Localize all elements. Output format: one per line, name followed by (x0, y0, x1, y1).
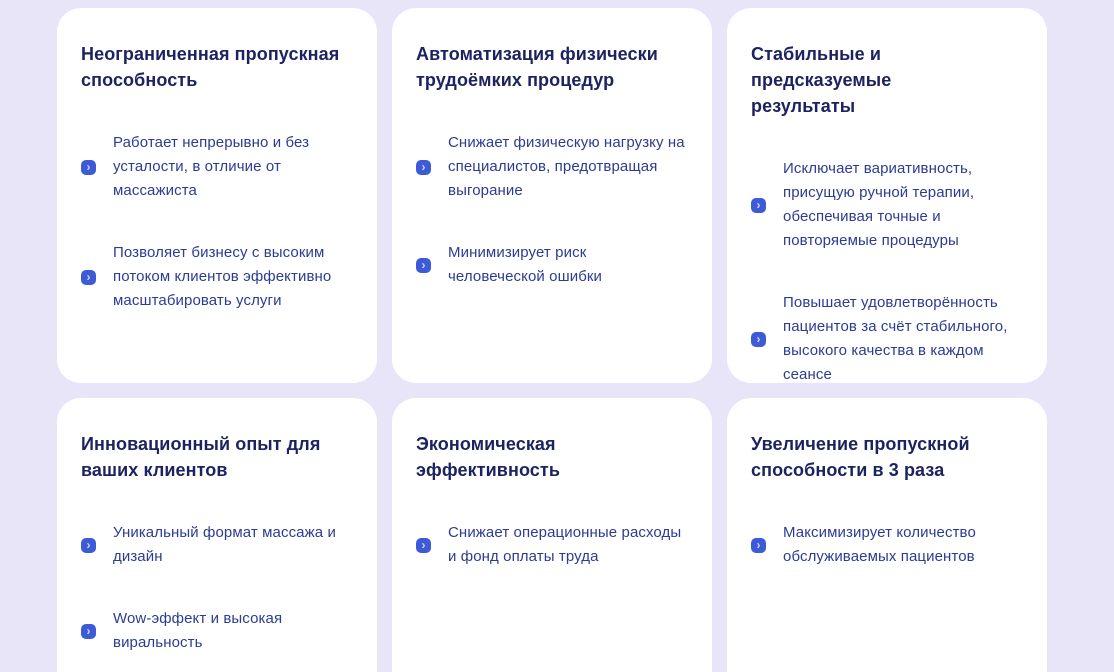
card-title: Увеличение пропускной способности в 3 ра… (751, 434, 970, 480)
benefit-list: › Уникальный формат массажа и дизайн › W… (81, 521, 353, 655)
benefit-list: › Снижает физическую нагрузку на специал… (416, 131, 688, 289)
benefit-card-stable-results: Стабильные и предсказуемые результаты › … (727, 8, 1047, 383)
benefit-item-text: Уникальный формат массажа и дизайн (113, 524, 336, 565)
benefit-item-text: Исключает вариативность, присущую ручной… (783, 160, 975, 249)
benefits-grid: Неограниченная пропускная способность › … (57, 8, 1047, 672)
benefit-item-text: Снижает операционные расходы и фонд опла… (448, 524, 682, 565)
card-title: Неограниченная пропускная способность (81, 44, 340, 90)
benefit-card-innovative-experience: Инновационный опыт для ваших клиентов › … (57, 398, 377, 672)
chevron-right-icon: › (81, 159, 96, 175)
chevron-right-icon: › (81, 269, 96, 285)
benefit-item-text: Позволяет бизнесу с высоким потоком клие… (113, 244, 332, 309)
benefit-card-unlimited-capacity: Неограниченная пропускная способность › … (57, 8, 377, 383)
benefit-card-throughput-x3: Увеличение пропускной способности в 3 ра… (727, 398, 1047, 672)
chevron-right-icon: › (416, 257, 431, 273)
card-title: Экономическая эффективность (416, 434, 560, 480)
benefit-item-text: Максимизирует количество обслуживаемых п… (783, 524, 976, 565)
card-title: Стабильные и предсказуемые результаты (751, 44, 892, 116)
benefit-item: › Снижает физическую нагрузку на специал… (416, 131, 688, 203)
benefit-item: › Работает непрерывно и без усталости, в… (81, 131, 353, 203)
benefit-card-automation: Автоматизация физически трудоёмких проце… (392, 8, 712, 383)
benefit-item-text: Wow-эффект и высокая виральность (113, 610, 283, 651)
benefit-list: › Работает непрерывно и без усталости, в… (81, 131, 353, 313)
benefit-list: › Исключает вариативность, присущую ручн… (751, 157, 1023, 387)
benefit-item-text: Снижает физическую нагрузку на специалис… (448, 134, 685, 199)
benefit-item: › Снижает операционные расходы и фонд оп… (416, 521, 688, 569)
benefit-item: › Исключает вариативность, присущую ручн… (751, 157, 1023, 253)
chevron-right-icon: › (416, 537, 431, 553)
benefit-item: › Минимизирует риск человеческой ошибки (416, 241, 688, 289)
chevron-right-icon: › (751, 197, 766, 213)
benefit-item: › Повышает удовлетворённость пациентов з… (751, 291, 1023, 387)
chevron-right-icon: › (751, 331, 766, 347)
benefit-item-text: Работает непрерывно и без усталости, в о… (113, 134, 310, 199)
chevron-right-icon: › (416, 159, 431, 175)
card-title: Автоматизация физически трудоёмких проце… (416, 44, 658, 90)
card-title: Инновационный опыт для ваших клиентов (81, 434, 321, 480)
benefit-list: › Максимизирует количество обслуживаемых… (751, 521, 1023, 569)
benefit-card-economic-efficiency: Экономическая эффективность › Снижает оп… (392, 398, 712, 672)
benefit-item-text: Минимизирует риск человеческой ошибки (448, 244, 603, 285)
chevron-right-icon: › (751, 537, 766, 553)
chevron-right-icon: › (81, 537, 96, 553)
benefit-item: › Wow-эффект и высокая виральность (81, 607, 353, 655)
benefit-item: › Максимизирует количество обслуживаемых… (751, 521, 1023, 569)
benefit-item: › Позволяет бизнесу с высоким потоком кл… (81, 241, 353, 313)
benefit-list: › Снижает операционные расходы и фонд оп… (416, 521, 688, 569)
benefit-item-text: Повышает удовлетворённость пациентов за … (783, 294, 1008, 383)
chevron-right-icon: › (81, 623, 96, 639)
benefit-item: › Уникальный формат массажа и дизайн (81, 521, 353, 569)
